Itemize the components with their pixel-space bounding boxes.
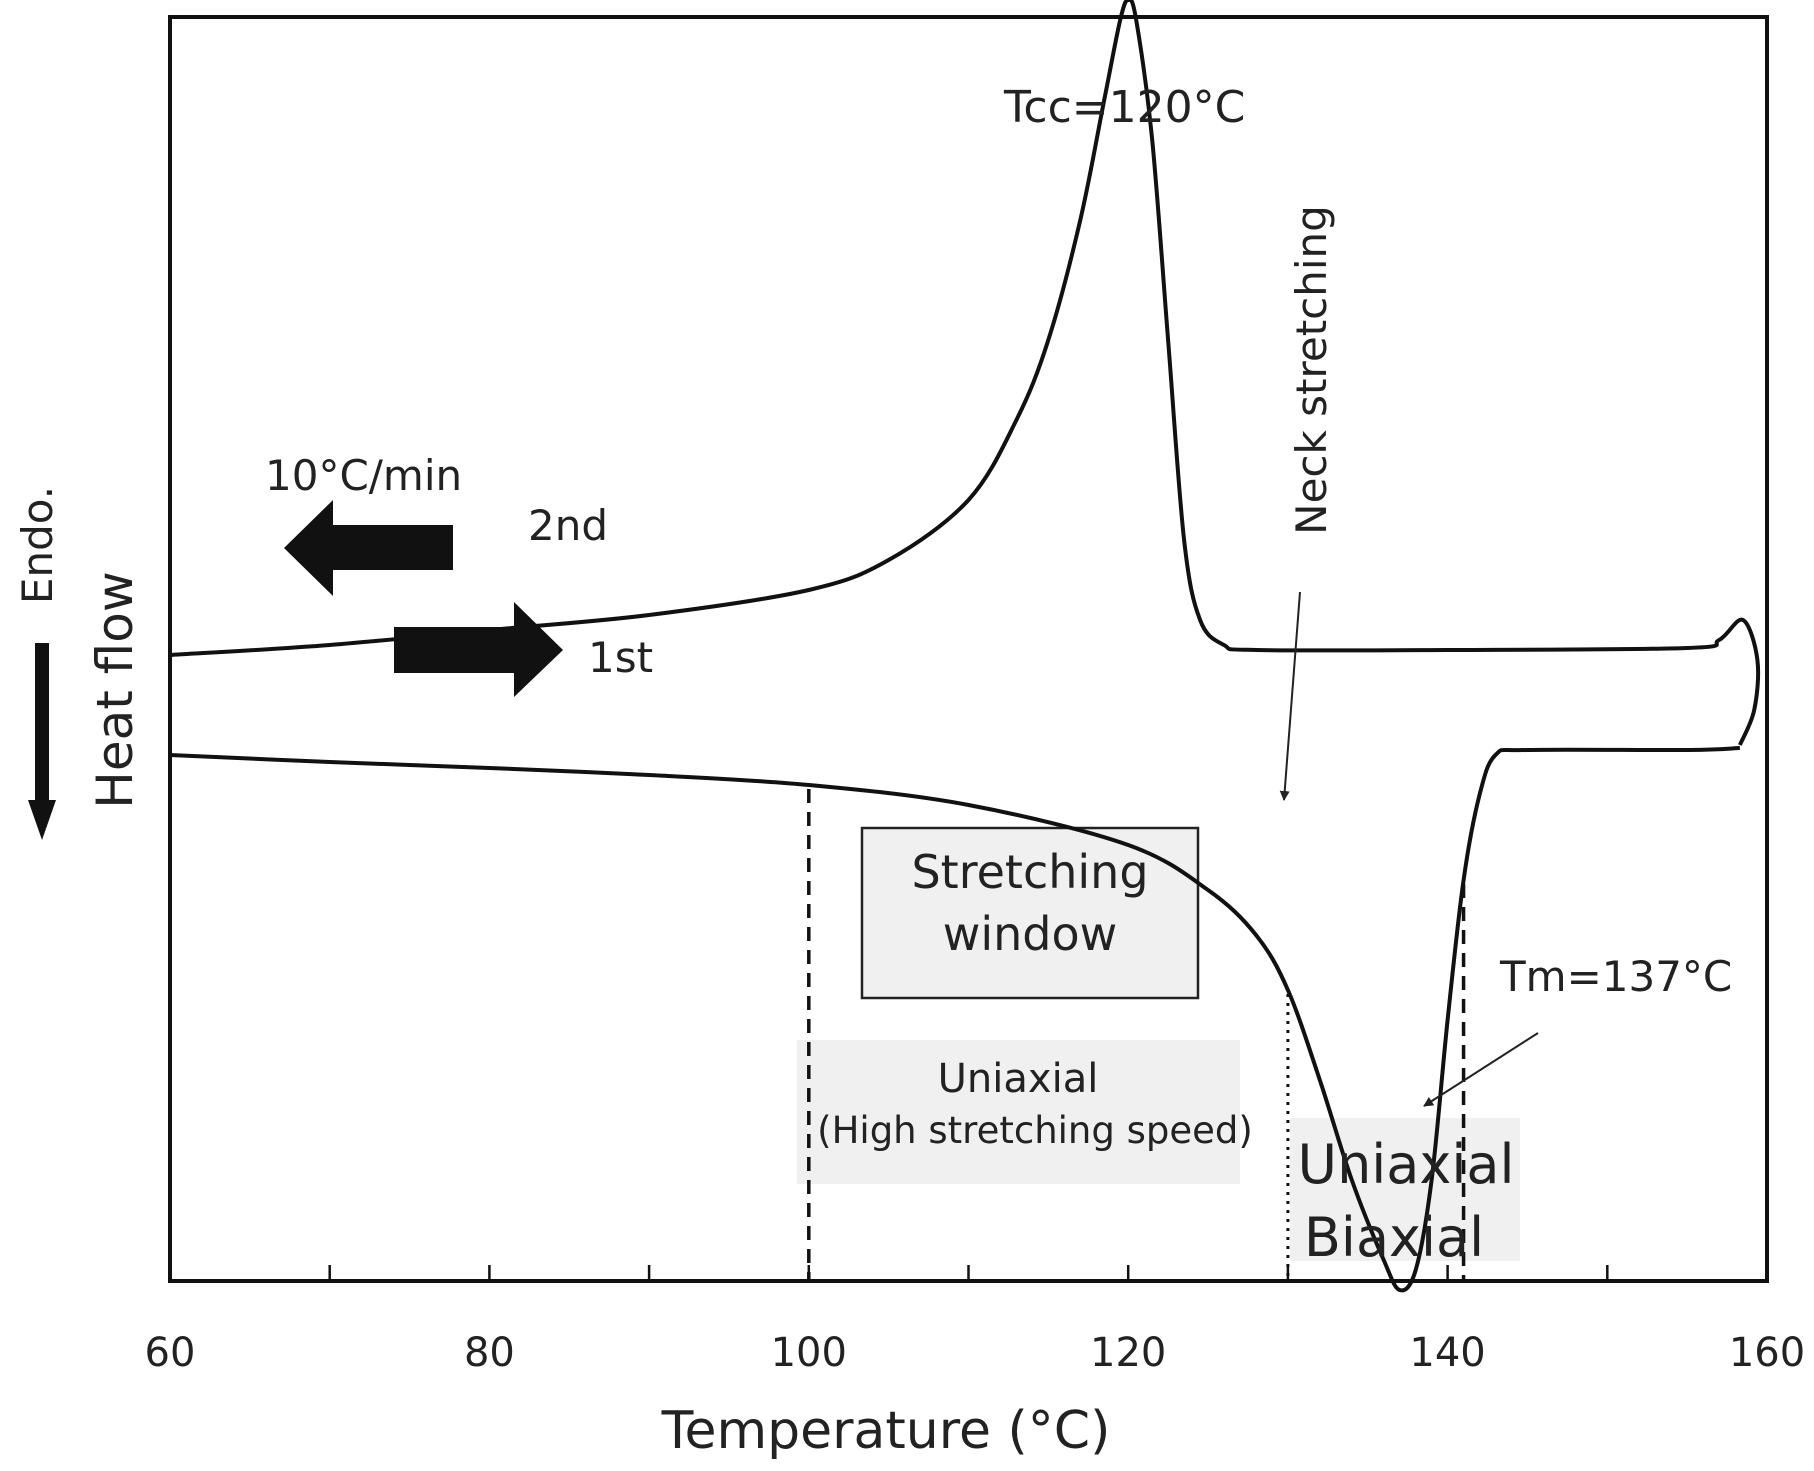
endo-label: Endo. xyxy=(13,486,62,604)
uniaxial-high-speed-box xyxy=(797,1040,1240,1184)
stretching-window-line2: window xyxy=(943,907,1118,961)
x-tick-label-100: 100 xyxy=(771,1330,847,1376)
first-run-label: 1st xyxy=(588,633,653,682)
uniaxial-biaxial-box xyxy=(1290,1118,1520,1261)
neck-stretching-label: Neck stretching xyxy=(1287,205,1336,535)
x-axis-title: Temperature (°C) xyxy=(661,1401,1111,1461)
y-axis-title: Heat flow xyxy=(86,571,144,808)
series-2nd-curve xyxy=(169,0,1761,746)
uniaxial-high-speed-line1: Uniaxial xyxy=(938,1056,1099,1102)
stretching-window-line1: Stretching xyxy=(911,845,1148,899)
second-run-label: 2nd xyxy=(528,501,608,550)
tcc-label: Tcc=120°C xyxy=(1003,82,1245,133)
series-1st-curve xyxy=(169,746,1740,1293)
x-tick-labels: 60 80 100 120 140 160 xyxy=(145,1330,1806,1376)
x-tick-label-120: 120 xyxy=(1090,1330,1166,1376)
dsc-curves xyxy=(169,0,1761,1293)
cooling-direction-arrow xyxy=(284,500,453,596)
tm-pointer-arrow xyxy=(1423,1032,1539,1107)
x-tick-label-160: 160 xyxy=(1729,1330,1805,1376)
uniaxial-high-speed-line2: (High stretching speed) xyxy=(817,1109,1253,1152)
stretching-window-box xyxy=(860,826,1200,1000)
tm-label: Tm=137°C xyxy=(1499,952,1732,1001)
biaxial-label: Biaxial xyxy=(1304,1206,1484,1269)
vertical-markers xyxy=(807,789,1466,1281)
x-tick-label-140: 140 xyxy=(1409,1330,1485,1376)
endo-down-arrow xyxy=(28,643,56,840)
rate-label: 10°C/min xyxy=(265,451,462,500)
x-tick-label-60: 60 xyxy=(145,1330,196,1376)
heating-direction-arrow xyxy=(394,602,563,697)
neck-pointer-arrow xyxy=(1279,591,1301,801)
x-tick-label-80: 80 xyxy=(464,1330,515,1376)
uniaxial-label: Uniaxial xyxy=(1298,1133,1515,1196)
